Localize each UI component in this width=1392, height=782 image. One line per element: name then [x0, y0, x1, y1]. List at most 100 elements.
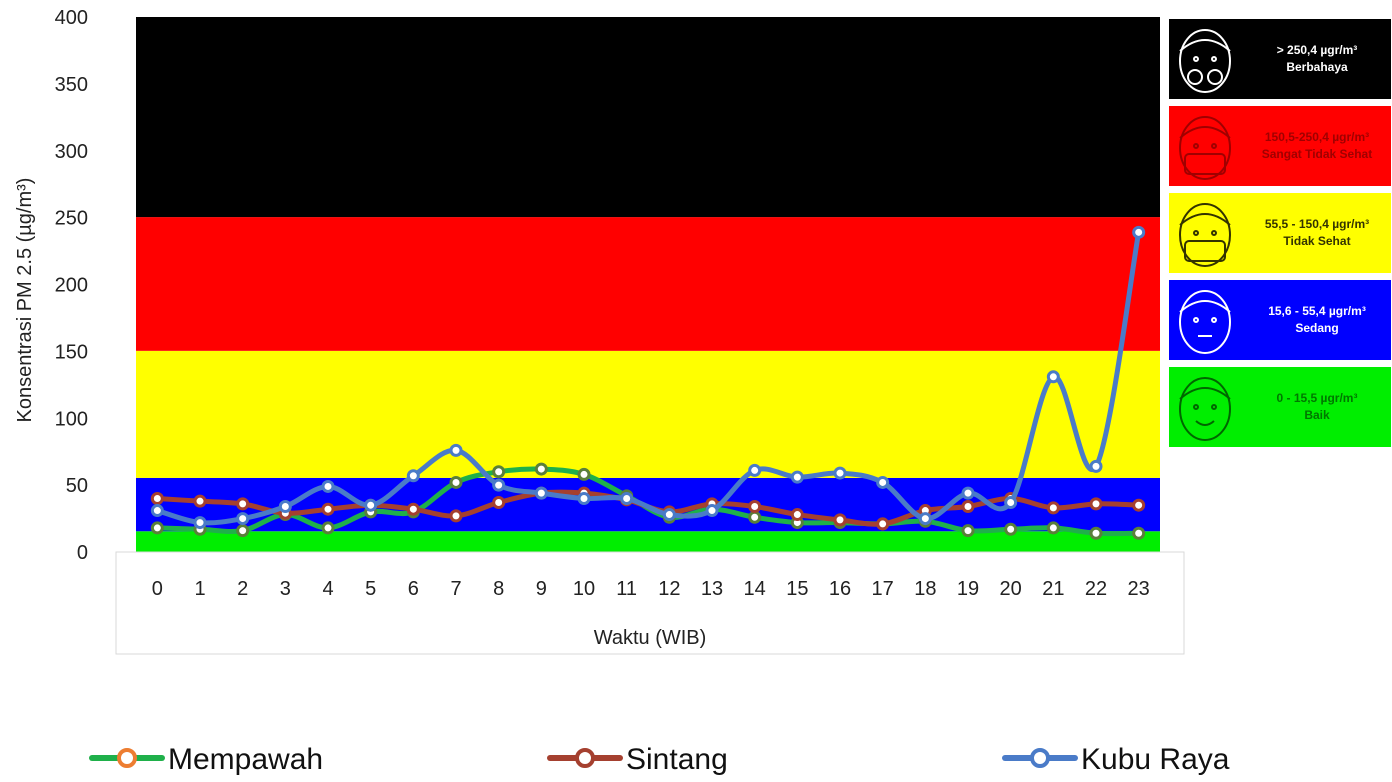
y-axis-ticks: 0 50 100 150 200 250 300 350 400: [55, 7, 88, 564]
data-point: [662, 508, 676, 522]
aqi-card-label: Baik: [1304, 408, 1330, 422]
data-point: [1046, 501, 1060, 515]
data-point: [833, 466, 847, 480]
data-point: [1046, 521, 1060, 535]
data-point: [321, 502, 335, 516]
aqi-card-label: Sangat Tidak Sehat: [1262, 147, 1372, 161]
respirator-mask-face-icon: [1179, 29, 1231, 93]
data-point: [193, 516, 207, 530]
data-point: [236, 497, 250, 511]
band-4: [136, 17, 1160, 218]
data-point: [406, 469, 420, 483]
x-tick-label: 1: [194, 578, 205, 600]
aqi-card-bg: [1169, 193, 1391, 273]
data-point: [236, 512, 250, 526]
aqi-card-bg: [1169, 367, 1391, 447]
data-point: [150, 504, 164, 518]
legend-label: Mempawah: [168, 743, 323, 776]
aqi-card-bg: [1169, 280, 1391, 360]
data-point: [961, 524, 975, 538]
data-point: [236, 524, 250, 538]
data-point: [1089, 459, 1103, 473]
y-tick-label: 100: [55, 408, 88, 430]
data-point: [876, 475, 890, 489]
data-point: [1132, 225, 1146, 239]
aqi-card-range: 0 - 15,5 µgr/m³: [1277, 391, 1358, 405]
series-lines: [150, 225, 1146, 540]
x-tick-label: 6: [408, 578, 419, 600]
band-3: [136, 217, 1160, 351]
data-point: [492, 465, 506, 479]
data-point: [577, 492, 591, 505]
x-tick-label: 9: [536, 578, 547, 600]
data-point: [534, 462, 548, 476]
data-point: [150, 492, 164, 505]
data-point: [1132, 526, 1146, 540]
data-point: [449, 443, 463, 457]
x-tick-label: 11: [616, 578, 637, 600]
data-point: [492, 496, 506, 510]
x-tick-label: 13: [701, 578, 723, 600]
x-tick-label: 8: [493, 578, 504, 600]
x-tick-label: 22: [1085, 578, 1107, 600]
data-point: [193, 494, 207, 508]
data-point: [278, 500, 292, 514]
data-point: [534, 486, 548, 500]
data-point: [364, 498, 378, 512]
data-point: [150, 521, 164, 535]
y-tick-label: 300: [55, 141, 88, 163]
aqi-card-4: 0 - 15,5 µgr/m³ Baik: [1169, 367, 1391, 447]
y-tick-label: 0: [77, 542, 88, 564]
data-point: [833, 513, 847, 527]
aqi-card-bg: [1169, 19, 1391, 99]
y-tick-label: 150: [55, 341, 88, 363]
x-tick-label: 5: [365, 578, 376, 600]
x-axis-area: [115, 551, 1185, 655]
neutral-face-icon: [1179, 290, 1231, 354]
aqi-card-0: > 250,4 µgr/m³ Berbahaya: [1169, 19, 1391, 99]
data-point: [577, 467, 591, 481]
x-tick-label: 17: [872, 578, 894, 600]
x-tick-label: 15: [786, 578, 808, 600]
data-point: [1004, 496, 1018, 510]
x-tick-label: 23: [1128, 578, 1150, 600]
aqi-card-bg: [1169, 106, 1391, 186]
aqi-card-label: Tidak Sehat: [1283, 234, 1350, 248]
series-2: [150, 225, 1146, 530]
legend-label: Kubu Raya: [1081, 743, 1230, 776]
aqi-card-range: 55,5 - 150,4 µgr/m³: [1265, 217, 1369, 231]
y-tick-label: 250: [55, 208, 88, 230]
aqi-card-2: 55,5 - 150,4 µgr/m³ Tidak Sehat: [1169, 193, 1391, 273]
y-tick-label: 200: [55, 275, 88, 297]
aqi-card-range: > 250,4 µgr/m³: [1277, 43, 1358, 57]
band-0: [136, 531, 1160, 552]
x-tick-label: 3: [280, 578, 291, 600]
x-tick-label: 2: [237, 578, 248, 600]
aqi-card-label: Berbahaya: [1286, 60, 1348, 74]
data-point: [449, 509, 463, 523]
data-point: [790, 470, 804, 484]
legend-marker: [117, 748, 137, 768]
data-point: [1089, 497, 1103, 511]
series-legend: Mempawah Sintang Kubu Raya: [89, 743, 1230, 776]
aqi-card-label: Sedang: [1295, 321, 1338, 335]
legend-item-0: Mempawah: [89, 743, 323, 776]
data-point: [321, 479, 335, 493]
legend-item-1: Sintang: [547, 743, 728, 776]
data-point: [748, 463, 762, 477]
legend-marker: [1030, 748, 1050, 768]
data-point: [918, 512, 932, 526]
aqi-card-3: 15,6 - 55,4 µgr/m³ Sedang: [1169, 280, 1391, 360]
y-tick-label: 50: [66, 475, 88, 497]
x-tick-label: 7: [450, 578, 461, 600]
x-axis-ticks: 0 1 2 3 4 5 6 7 8 9 10 11 12 13 14 15 16 17 18 19 20 21 22 23: [152, 578, 1150, 600]
data-point: [492, 478, 506, 492]
aqi-card-1: 150,5-250,4 µgr/m³ Sangat Tidak Sehat: [1169, 106, 1391, 186]
data-point: [1046, 370, 1060, 384]
x-tick-label: 21: [1042, 578, 1064, 600]
x-tick-label: 4: [322, 578, 333, 600]
data-point: [1089, 526, 1103, 540]
x-tick-label: 14: [744, 578, 766, 600]
x-tick-label: 19: [957, 578, 979, 600]
